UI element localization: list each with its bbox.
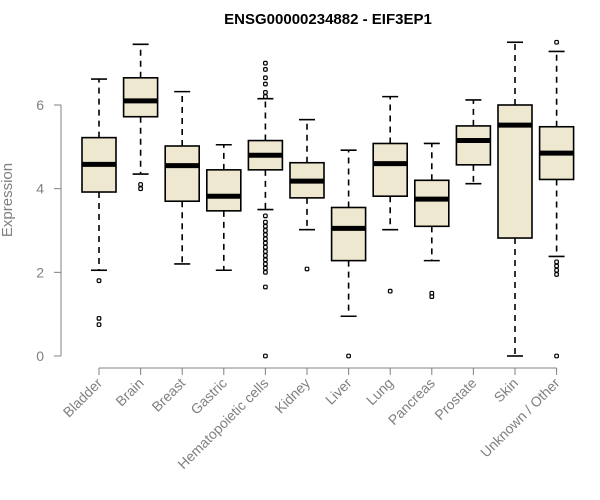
x-tick-label-6: Liver xyxy=(322,375,355,408)
outlier-hematopoietic-cells-10 xyxy=(263,232,268,238)
outlier-brain-1 xyxy=(138,186,144,192)
outlier-hematopoietic-cells-8 xyxy=(263,223,268,229)
x-tick-label-1: Brain xyxy=(112,375,146,409)
box-group-prostate xyxy=(455,99,492,185)
outlier-hematopoietic-cells-4 xyxy=(263,90,268,95)
outlier-unknown-other-4 xyxy=(554,272,559,277)
box-group-unknown-other xyxy=(538,39,575,359)
outlier-hematopoietic-cells-7 xyxy=(263,219,268,225)
outlier-hematopoietic-cells-14 xyxy=(263,249,268,254)
y-tick-label-0: 0 xyxy=(36,348,44,364)
box-group-bladder xyxy=(81,78,117,328)
outlier-bladder-2 xyxy=(96,322,102,328)
box-brain xyxy=(122,77,159,118)
outlier-hematopoietic-cells-3 xyxy=(263,81,268,87)
outlier-hematopoietic-cells-5 xyxy=(263,94,268,100)
box-group-skin xyxy=(497,41,533,357)
box-pancreas xyxy=(413,179,450,228)
x-tick-label-2: Breast xyxy=(148,375,188,415)
x-tick-label-11: Unknown / Other xyxy=(477,375,563,461)
outlier-bladder-1 xyxy=(96,315,102,321)
outlier-unknown-other-5 xyxy=(554,353,559,359)
outlier-hematopoietic-cells-2 xyxy=(263,75,268,81)
outlier-unknown-other-2 xyxy=(554,263,559,269)
x-tick-label-0: Bladder xyxy=(60,375,106,421)
y-axis: 0 2 4 6 xyxy=(36,97,62,364)
y-tick-label-2: 4 xyxy=(36,181,44,197)
box-gastric xyxy=(206,169,242,212)
outlier-hematopoietic-cells-15 xyxy=(263,253,268,259)
outlier-bladder-0 xyxy=(96,278,102,284)
outlier-hematopoietic-cells-0 xyxy=(263,60,268,66)
x-tick-label-5: Kidney xyxy=(272,375,314,417)
x-tick-label-9: Prostate xyxy=(431,375,479,423)
outlier-hematopoietic-cells-13 xyxy=(263,244,268,250)
y-tick-label-3: 6 xyxy=(36,97,44,113)
x-tick-label-7: Lung xyxy=(363,375,396,408)
outlier-hematopoietic-cells-19 xyxy=(263,269,268,275)
chart-title: ENSG00000234882 - EIF3EP1 xyxy=(224,11,432,28)
y-tick-label-1: 2 xyxy=(36,264,44,280)
box-group-kidney xyxy=(289,118,325,272)
outlier-liver-0 xyxy=(346,353,351,359)
outlier-hematopoietic-cells-17 xyxy=(263,261,268,267)
box-breast xyxy=(164,145,200,203)
outlier-hematopoietic-cells-20 xyxy=(263,284,268,290)
outlier-hematopoietic-cells-16 xyxy=(263,257,268,263)
outlier-hematopoietic-cells-6 xyxy=(263,213,268,219)
outlier-hematopoietic-cells-21 xyxy=(263,353,268,359)
y-axis-label: Expression xyxy=(0,163,16,237)
outlier-unknown-other-1 xyxy=(554,259,559,265)
outlier-unknown-other-0 xyxy=(554,39,559,45)
outlier-unknown-other-3 xyxy=(554,267,559,273)
outlier-pancreas-1 xyxy=(429,294,435,299)
outlier-kidney-0 xyxy=(304,266,310,272)
box-group-brain xyxy=(122,43,159,192)
box-group-liver xyxy=(330,149,367,359)
outlier-hematopoietic-cells-12 xyxy=(263,240,268,246)
outlier-lung-0 xyxy=(387,288,393,294)
boxplot-series xyxy=(81,39,575,359)
outlier-hematopoietic-cells-18 xyxy=(263,265,268,271)
box-prostate xyxy=(455,125,492,166)
outlier-hematopoietic-cells-1 xyxy=(263,67,268,72)
box-group-breast xyxy=(164,90,200,265)
box-group-lung xyxy=(372,95,409,294)
outlier-hematopoietic-cells-11 xyxy=(263,236,268,242)
x-tick-label-10: Skin xyxy=(491,375,522,406)
box-liver xyxy=(330,206,367,262)
box-lung xyxy=(372,142,409,197)
box-group-gastric xyxy=(206,143,242,272)
outlier-hematopoietic-cells-9 xyxy=(263,228,268,233)
box-group-hematopoietic-cells xyxy=(247,60,284,359)
outlier-brain-0 xyxy=(138,182,144,187)
box-group-pancreas xyxy=(413,142,450,299)
